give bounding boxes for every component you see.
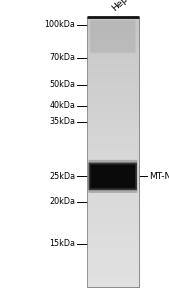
FancyBboxPatch shape — [90, 164, 135, 188]
Bar — [87, 209, 139, 212]
Bar — [87, 202, 139, 206]
Text: 50kDa: 50kDa — [49, 80, 75, 89]
Bar — [87, 91, 139, 94]
Bar — [87, 138, 139, 141]
Bar — [87, 54, 139, 57]
Bar — [87, 57, 139, 60]
Bar — [87, 70, 139, 74]
Bar — [87, 16, 139, 286]
Bar — [87, 118, 139, 121]
Bar — [87, 249, 139, 253]
Bar — [87, 152, 139, 155]
Bar — [87, 104, 139, 108]
Bar — [87, 270, 139, 273]
Bar — [87, 108, 139, 111]
Bar — [87, 226, 139, 229]
Bar — [87, 27, 139, 30]
Bar — [87, 74, 139, 77]
Bar — [87, 175, 139, 178]
Bar — [87, 67, 139, 70]
Text: 70kDa: 70kDa — [49, 53, 75, 62]
Bar — [87, 121, 139, 124]
Bar — [87, 243, 139, 246]
Bar — [87, 145, 139, 148]
Bar — [87, 124, 139, 128]
Bar — [87, 16, 139, 20]
Bar — [87, 216, 139, 219]
Text: 25kDa: 25kDa — [49, 172, 75, 181]
Bar — [87, 158, 139, 162]
Bar — [87, 189, 139, 192]
Bar — [87, 195, 139, 199]
Bar — [87, 280, 139, 283]
Bar — [87, 168, 139, 172]
Bar — [87, 131, 139, 135]
Bar — [87, 172, 139, 175]
Bar — [87, 20, 139, 23]
Bar — [87, 246, 139, 249]
Bar — [87, 30, 139, 33]
Bar — [87, 77, 139, 81]
Bar — [87, 98, 139, 101]
Bar — [87, 16, 139, 286]
Bar — [87, 84, 139, 87]
Bar — [87, 44, 139, 47]
Text: HepG2: HepG2 — [110, 0, 139, 14]
Bar — [87, 256, 139, 260]
Bar — [87, 135, 139, 138]
Bar — [87, 162, 139, 165]
Bar — [87, 114, 139, 118]
Text: 100kDa: 100kDa — [44, 20, 75, 29]
Bar — [87, 148, 139, 152]
Bar — [87, 283, 139, 286]
Bar — [87, 182, 139, 185]
Bar — [87, 239, 139, 243]
Bar — [87, 155, 139, 158]
Bar — [87, 178, 139, 182]
Text: 20kDa: 20kDa — [49, 197, 75, 206]
Bar — [87, 266, 139, 270]
Bar — [87, 87, 139, 91]
Bar — [87, 206, 139, 209]
Bar — [87, 128, 139, 131]
Bar — [87, 37, 139, 40]
Bar — [87, 50, 139, 54]
Bar — [87, 273, 139, 276]
Bar — [87, 276, 139, 280]
Bar — [87, 141, 139, 145]
Bar — [87, 60, 139, 64]
Bar — [90, 21, 136, 54]
Bar — [87, 111, 139, 114]
Bar — [87, 199, 139, 202]
Bar — [87, 263, 139, 266]
Text: 40kDa: 40kDa — [49, 101, 75, 110]
Bar — [87, 232, 139, 236]
Text: 15kDa: 15kDa — [49, 239, 75, 248]
Bar — [87, 260, 139, 263]
FancyBboxPatch shape — [90, 20, 135, 52]
Bar — [87, 236, 139, 239]
Bar — [87, 40, 139, 44]
Bar — [87, 165, 139, 168]
Bar — [87, 64, 139, 67]
Bar — [87, 185, 139, 189]
Bar — [87, 229, 139, 233]
Bar — [87, 253, 139, 256]
Bar — [87, 47, 139, 50]
Bar — [87, 101, 139, 104]
Bar — [87, 94, 139, 98]
Bar — [87, 222, 139, 226]
Text: MT-ND6: MT-ND6 — [149, 172, 169, 181]
Bar — [87, 81, 139, 84]
FancyBboxPatch shape — [88, 160, 137, 193]
Bar — [87, 219, 139, 222]
FancyBboxPatch shape — [89, 163, 137, 190]
Bar — [87, 33, 139, 37]
Text: 35kDa: 35kDa — [49, 117, 75, 126]
Bar — [87, 23, 139, 27]
Bar — [87, 192, 139, 195]
Bar — [87, 212, 139, 216]
